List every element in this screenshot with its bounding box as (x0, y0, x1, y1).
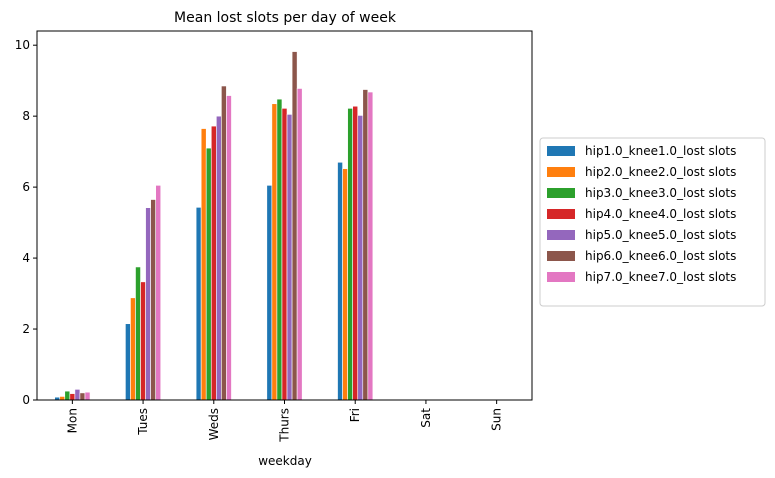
bar-tues-series-1 (125, 323, 131, 401)
x-axis-label: weekday (258, 454, 312, 468)
legend-entry-label: hip2.0_knee2.0_lost slots (585, 165, 736, 179)
legend-swatch (547, 146, 575, 156)
y-axis: 0 2 4 6 8 10 (15, 38, 37, 407)
bar-weds-series-6 (221, 85, 227, 401)
bar-weds-series-3 (205, 147, 212, 401)
bar-fri-series-3 (347, 108, 353, 401)
bar-mon-series-5 (74, 389, 81, 401)
bar-mon-series-6 (79, 392, 86, 401)
bar-fri-series-2 (342, 168, 348, 401)
bars-layer (54, 51, 374, 401)
legend-entry-label: hip3.0_knee3.0_lost slots (585, 186, 736, 200)
bar-thurs-series-1 (266, 185, 273, 401)
bar-weds-series-1 (195, 207, 202, 401)
bar-mon-series-3 (64, 390, 71, 401)
x-tick-label-tues: Tues (136, 408, 150, 436)
bar-weds-series-2 (200, 128, 207, 401)
x-tick-label-sun: Sun (490, 408, 504, 431)
y-tick-label: 4 (22, 251, 30, 265)
legend-entry-label: hip5.0_knee5.0_lost slots (585, 228, 736, 242)
y-tick-label: 0 (22, 393, 30, 407)
x-tick-label-weds: Weds (207, 408, 221, 440)
x-tick-label-sat: Sat (419, 408, 433, 428)
x-tick-label-mon: Mon (65, 408, 79, 433)
bar-thurs-series-5 (286, 114, 293, 401)
legend-swatch (547, 209, 575, 219)
legend-frame (539, 137, 766, 307)
bar-thurs-series-3 (276, 98, 283, 401)
legend-swatch (547, 167, 575, 177)
bar-fri-series-5 (357, 115, 364, 401)
bar-tues-series-6 (150, 199, 156, 401)
bar-tues-series-4 (140, 281, 146, 401)
bar-thurs-series-4 (281, 108, 288, 401)
bar-fri-series-1 (337, 161, 343, 401)
y-tick-label: 2 (22, 322, 30, 336)
bar-weds-series-5 (216, 115, 222, 401)
bar-thurs-series-7 (296, 88, 303, 401)
bar-tues-series-3 (135, 266, 141, 401)
x-tick-label-thurs: Thurs (278, 408, 292, 443)
legend-entry-label: hip4.0_knee4.0_lost slots (585, 207, 736, 221)
y-tick-label: 8 (22, 109, 30, 123)
bar-fri-series-7 (367, 91, 374, 401)
bar-mon-series-4 (69, 393, 76, 401)
x-axis: Mon Tues Weds Thurs Fri Sat Sun (65, 400, 504, 443)
bar-tues-series-2 (130, 297, 136, 401)
x-tick-label-fri: Fri (348, 408, 362, 422)
chart-title: Mean lost slots per day of week (174, 10, 397, 26)
legend-swatch (547, 230, 575, 240)
legend-entry-label: hip6.0_knee6.0_lost slots (585, 249, 736, 263)
bar-thurs-series-2 (271, 103, 278, 401)
y-tick-label: 6 (22, 180, 30, 194)
legend-entry-label: hip7.0_knee7.0_lost slots (585, 270, 736, 284)
legend-swatch (547, 251, 575, 261)
bar-tues-series-7 (155, 185, 162, 401)
bar-fri-series-6 (362, 89, 369, 401)
legend-swatch (547, 272, 575, 282)
bar-thurs-series-6 (291, 51, 298, 401)
y-tick-label: 10 (15, 38, 30, 52)
legend-entry-label: hip1.0_knee1.0_lost slots (585, 144, 736, 158)
bar-fri-series-4 (352, 105, 359, 401)
bar-mon-series-2 (59, 396, 66, 401)
bar-tues-series-5 (145, 207, 151, 401)
legend: hip1.0_knee1.0_lost slots hip2.0_knee2.0_… (539, 137, 766, 307)
bar-weds-series-7 (226, 95, 232, 401)
bar-weds-series-4 (210, 125, 217, 401)
bar-mon-series-7 (84, 391, 91, 401)
legend-swatch (547, 188, 575, 198)
